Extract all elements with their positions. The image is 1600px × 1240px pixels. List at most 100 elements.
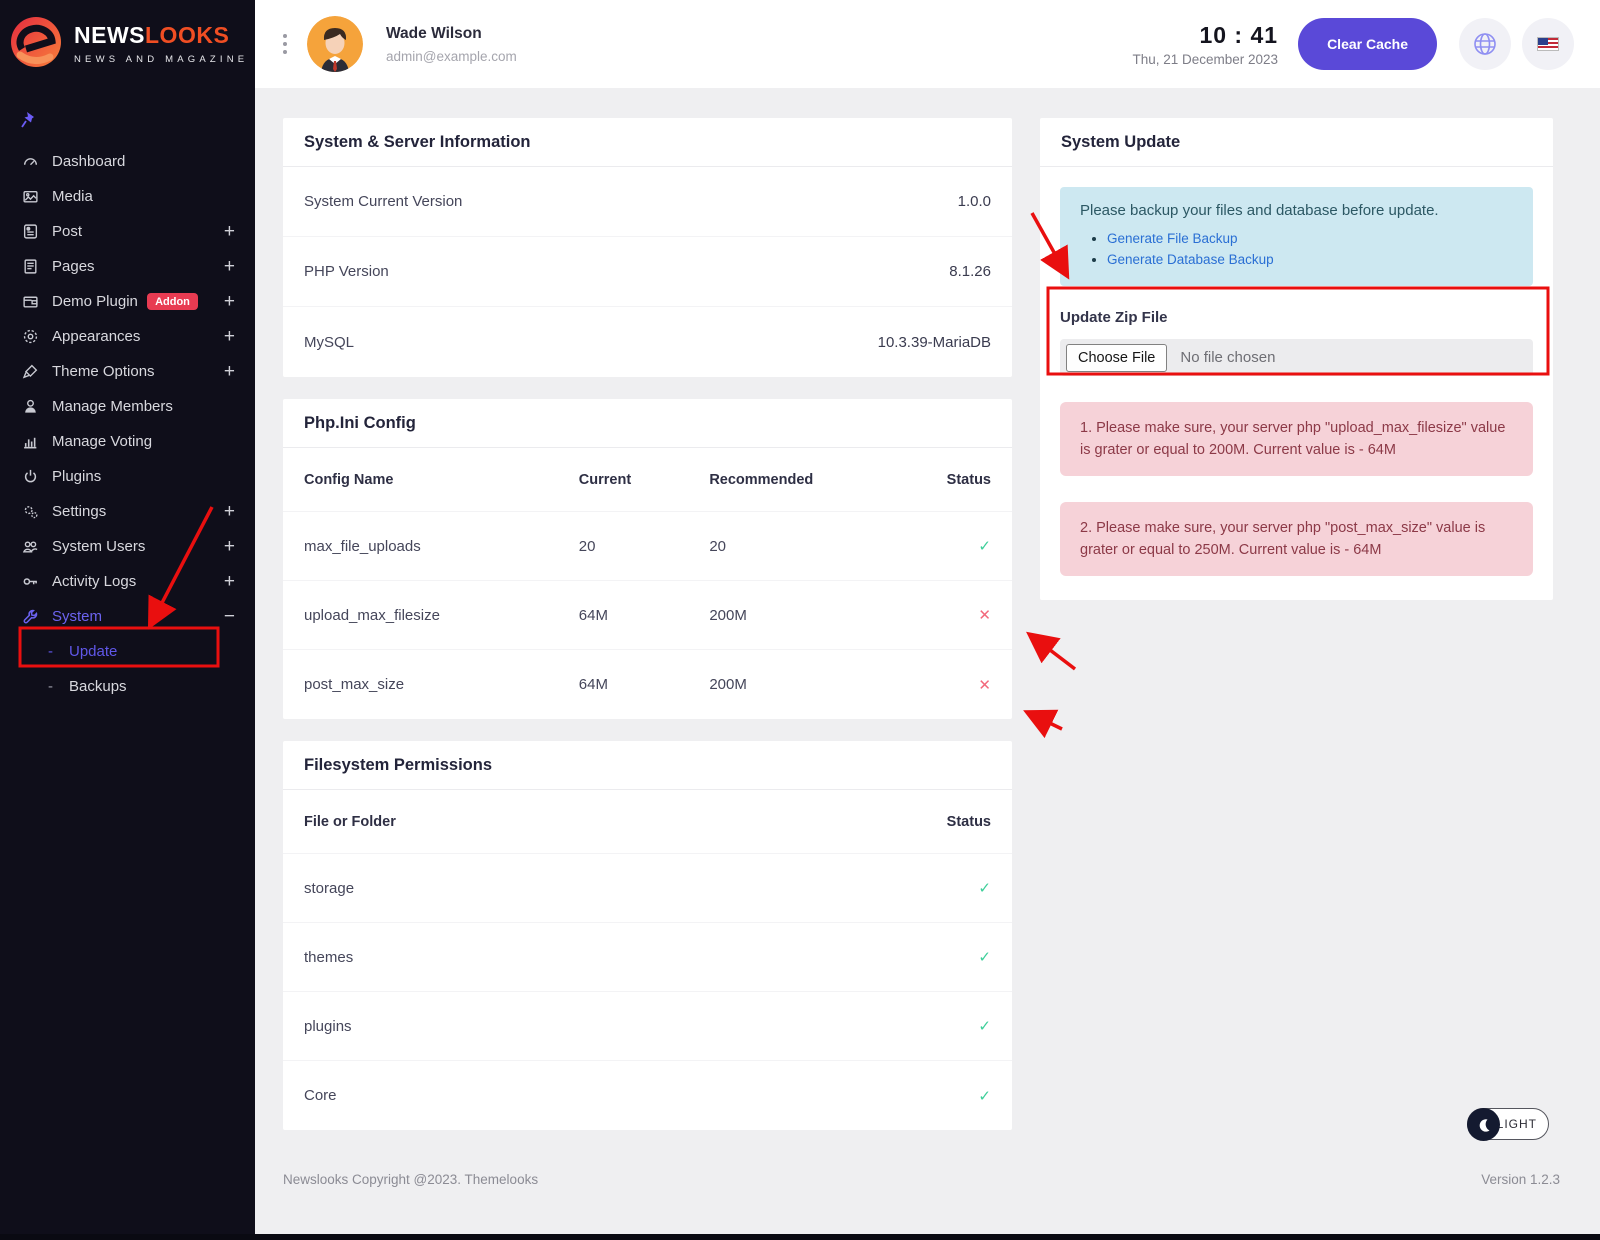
sidebar: NEWSLOOKS NEWS AND MAGAZINE Dashboard Me… xyxy=(0,0,255,1240)
row-value: 1.0.0 xyxy=(957,193,991,210)
dark-mode-knob xyxy=(1467,1108,1500,1141)
sidebar-item-media[interactable]: Media xyxy=(0,179,255,214)
theme-options-icon xyxy=(22,363,39,380)
expand-plus-icon[interactable]: + xyxy=(223,255,235,277)
sidebar-item-label: Manage Voting xyxy=(52,433,153,450)
sidebar-item-label: Activity Logs xyxy=(52,573,137,590)
kebab-menu-icon[interactable] xyxy=(283,34,287,54)
collapse-minus-icon[interactable]: − xyxy=(223,605,235,627)
sidebar-item-demo-plugin[interactable]: Demo Plugin Addon + xyxy=(0,284,255,319)
sidebar-item-system-users[interactable]: System Users + xyxy=(0,529,255,564)
addon-badge: Addon xyxy=(147,293,198,310)
sidebar-item-plugins[interactable]: Plugins xyxy=(0,459,255,494)
table-row: plugins ✓ xyxy=(283,992,1012,1061)
table-row: System Current Version 1.0.0 xyxy=(283,167,1012,237)
brand-name: NEWSLOOKS xyxy=(74,22,230,48)
post-max-size-warning: 2. Please make sure, your server php "po… xyxy=(1060,502,1533,576)
sidebar-pin[interactable] xyxy=(0,84,255,144)
sidebar-item-label: Appearances xyxy=(52,328,141,345)
sidebar-item-activity-logs[interactable]: Activity Logs + xyxy=(0,564,255,599)
sidebar-item-theme-options[interactable]: Theme Options + xyxy=(0,354,255,389)
sidebar-item-label: System Users xyxy=(52,538,146,555)
sidebar-subitem-backups[interactable]: - Backups xyxy=(0,669,255,704)
column-header: Current xyxy=(578,471,632,488)
footer-copyright: Newslooks Copyright @2023. Themelooks xyxy=(283,1172,539,1187)
panel-title: Filesystem Permissions xyxy=(283,741,1012,790)
bottom-edge-strip xyxy=(0,1234,1600,1240)
appearances-icon xyxy=(22,328,39,345)
clock: 10 : 41 Thu, 21 December 2023 xyxy=(1132,22,1278,67)
sidebar-item-pages[interactable]: Pages + xyxy=(0,249,255,284)
generate-database-backup-link[interactable]: Generate Database Backup xyxy=(1107,252,1274,267)
expand-plus-icon[interactable]: + xyxy=(223,290,235,312)
backup-notice-text: Please backup your files and database be… xyxy=(1080,202,1439,219)
choose-file-button[interactable]: Choose File xyxy=(1066,343,1168,372)
us-flag-icon xyxy=(1537,37,1559,51)
status-check-icon: ✓ xyxy=(978,880,991,897)
system-wrench-icon xyxy=(22,608,39,625)
row-label: System Current Version xyxy=(304,193,463,210)
expand-plus-icon[interactable]: + xyxy=(223,535,235,557)
post-icon xyxy=(22,223,39,240)
pushpin-icon xyxy=(21,112,34,128)
folder-name: storage xyxy=(304,879,355,897)
status-cross-icon: ✕ xyxy=(978,676,991,694)
folder-name: themes xyxy=(304,948,354,966)
status-check-icon: ✓ xyxy=(978,538,991,555)
sidebar-item-manage-members[interactable]: Manage Members xyxy=(0,389,255,424)
plugins-icon xyxy=(22,468,39,485)
config-recommended: 200M xyxy=(709,606,747,624)
config-recommended: 200M xyxy=(709,676,747,693)
sidebar-item-manage-voting[interactable]: Manage Voting xyxy=(0,424,255,459)
sidebar-item-label: Settings xyxy=(52,503,107,520)
sidebar-item-label: Plugins xyxy=(52,468,102,485)
config-current: 20 xyxy=(578,537,596,555)
status-check-icon: ✓ xyxy=(978,949,991,966)
column-header: Status xyxy=(946,471,991,488)
sidebar-subitem-update[interactable]: - Update xyxy=(0,634,255,669)
row-label: PHP Version xyxy=(304,263,389,280)
row-value: 8.1.26 xyxy=(949,263,991,280)
clear-cache-button[interactable]: Clear Cache xyxy=(1298,18,1437,70)
table-row: themes ✓ xyxy=(283,923,1012,992)
media-icon xyxy=(22,188,39,205)
table-row: max_file_uploads 20 20 ✓ xyxy=(283,512,1012,581)
status-check-icon: ✓ xyxy=(978,1018,991,1035)
expand-plus-icon[interactable]: + xyxy=(223,325,235,347)
manage-voting-icon xyxy=(22,433,39,450)
table-row: Core ✓ xyxy=(283,1061,1012,1130)
folder-name: plugins xyxy=(304,1017,352,1035)
generate-file-backup-link[interactable]: Generate File Backup xyxy=(1107,231,1238,246)
table-header-row: File or Folder Status xyxy=(283,790,1012,854)
table-header-row: Config Name Current Recommended Status xyxy=(283,448,1012,512)
expand-plus-icon[interactable]: + xyxy=(223,360,235,382)
column-header: Status xyxy=(946,813,991,830)
system-users-icon xyxy=(22,538,39,555)
sidebar-item-label: Media xyxy=(52,188,93,205)
locale-flag-button[interactable] xyxy=(1522,18,1574,70)
sidebar-item-post[interactable]: Post + xyxy=(0,214,255,249)
theme-toggle[interactable]: LIGHT xyxy=(1467,1108,1549,1141)
server-info-panel: System & Server Information System Curre… xyxy=(283,118,1012,377)
sidebar-item-appearances[interactable]: Appearances + xyxy=(0,319,255,354)
sidebar-item-system[interactable]: System − xyxy=(0,599,255,634)
column-header: File or Folder xyxy=(304,813,396,830)
sidebar-item-dashboard[interactable]: Dashboard xyxy=(0,144,255,179)
expand-plus-icon[interactable]: + xyxy=(223,570,235,592)
brand-logo[interactable]: NEWSLOOKS NEWS AND MAGAZINE xyxy=(0,0,255,84)
main-content: System & Server Information System Curre… xyxy=(255,88,1600,1240)
sub-item-dash: - xyxy=(48,643,53,660)
sidebar-item-settings[interactable]: Settings + xyxy=(0,494,255,529)
language-globe-button[interactable] xyxy=(1459,18,1511,70)
expand-plus-icon[interactable]: + xyxy=(223,500,235,522)
expand-plus-icon[interactable]: + xyxy=(223,220,235,242)
system-update-panel: System Update Please backup your files a… xyxy=(1040,118,1553,600)
column-header: Recommended xyxy=(709,471,814,488)
panel-title: System Update xyxy=(1040,118,1553,167)
panel-title: System & Server Information xyxy=(283,118,1012,167)
config-current: 64M xyxy=(578,676,608,693)
clock-time: 10 : 41 xyxy=(1199,21,1279,48)
avatar[interactable] xyxy=(307,16,363,72)
user-meta[interactable]: Wade Wilson admin@example.com xyxy=(386,25,517,64)
update-zip-file-input[interactable]: Choose File No file chosen xyxy=(1060,339,1533,376)
